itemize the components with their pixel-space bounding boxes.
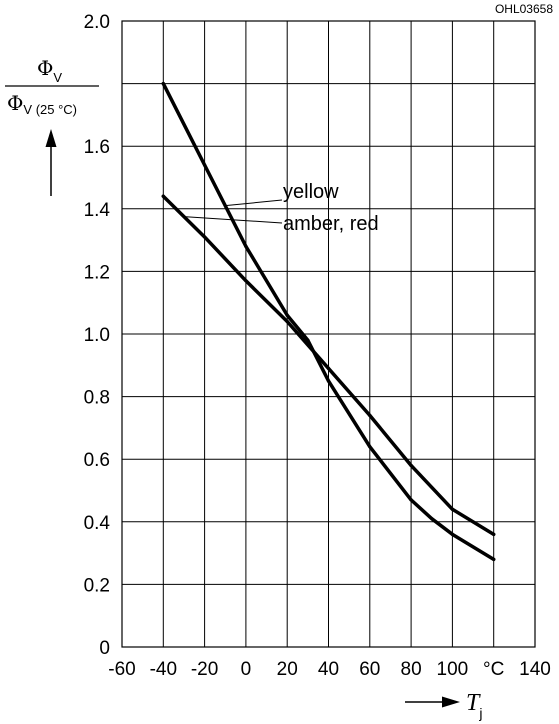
- y-label-numerator-symbol: Φ: [37, 56, 53, 80]
- x-axis-label: Tj: [405, 690, 482, 721]
- data-point-yellow: [244, 244, 248, 248]
- y-tick-label: 1.6: [84, 137, 110, 158]
- y-label-denominator-symbol: Φ: [7, 91, 23, 115]
- data-point-amber-red: [285, 319, 289, 324]
- y-tick-label: 0.2: [84, 575, 110, 596]
- y-axis-arrow-icon: [45, 129, 57, 147]
- y-label-numerator: ΦV: [37, 56, 62, 85]
- data-point-amber-red: [244, 279, 248, 283]
- x-tick-label: -20: [191, 659, 218, 680]
- plot-frame: [121, 20, 536, 648]
- x-tick-label: 100: [437, 659, 469, 680]
- x-tick-label: -40: [150, 659, 177, 680]
- series-layer: [161, 81, 496, 562]
- y-tick-label: 1.4: [84, 200, 111, 221]
- y-tick-label: 1.2: [84, 262, 110, 283]
- data-point-amber-red: [450, 507, 454, 511]
- x-tick-label: 80: [401, 659, 422, 680]
- tick-labels: -60 -40 -20 0 20 40 60 80 100 140 °C 0 0.2 0.4 0.6 0.8 1…: [84, 12, 551, 680]
- y-axis-label: ΦV ΦV (25 °C): [5, 56, 99, 196]
- x-axis-arrow-icon: [442, 696, 460, 708]
- y-label-denominator-sub: V (25 °C): [23, 102, 77, 117]
- data-point-amber-red: [203, 235, 207, 239]
- series-label-amber-red: amber, red: [283, 213, 379, 235]
- leader-lines: [183, 199, 283, 224]
- y-tick-label: 0.4: [84, 513, 111, 534]
- leader-line-yellow: [225, 199, 283, 207]
- leader-line-amber-red: [183, 216, 283, 224]
- y-label-denominator: ΦV (25 °C): [7, 91, 77, 117]
- data-point-yellow: [161, 82, 165, 86]
- data-point-yellow: [368, 445, 372, 449]
- y-tick-label: 2.0: [84, 12, 110, 33]
- x-unit-label: °C: [483, 659, 504, 680]
- grid: [121, 20, 536, 648]
- y-tick-label: 1.0: [84, 325, 110, 346]
- y-label-numerator-sub: V: [53, 70, 62, 85]
- x-label: Tj: [466, 690, 482, 721]
- figure-code: OHL03658: [495, 2, 553, 16]
- x-tick-label: 40: [318, 659, 339, 680]
- data-point-yellow: [326, 379, 331, 383]
- data-point-amber-red: [326, 366, 331, 371]
- data-point-yellow: [430, 517, 434, 521]
- data-point-yellow: [285, 313, 289, 317]
- data-point-amber-red: [409, 463, 413, 468]
- data-point-amber-red: [161, 194, 165, 198]
- data-point-yellow: [306, 338, 310, 342]
- data-point-amber-red: [368, 413, 372, 417]
- x-label-symbol: T: [466, 690, 481, 716]
- data-point-yellow: [492, 557, 496, 561]
- y-tick-label: 0.6: [84, 450, 110, 471]
- data-point-yellow: [450, 532, 454, 536]
- x-label-sub: j: [478, 705, 482, 721]
- x-tick-label: -60: [108, 659, 135, 680]
- y-tick-label: 0.8: [84, 388, 110, 409]
- data-point-yellow: [203, 163, 207, 167]
- data-point-amber-red: [492, 532, 496, 536]
- y-tick-label: 0: [99, 638, 110, 659]
- x-tick-label: 20: [277, 659, 298, 680]
- x-tick-label: 0: [241, 659, 252, 680]
- data-point-yellow: [409, 498, 413, 502]
- x-tick-label: 140: [519, 659, 551, 680]
- series-label-yellow: yellow: [283, 181, 339, 203]
- x-tick-label: 60: [359, 659, 380, 680]
